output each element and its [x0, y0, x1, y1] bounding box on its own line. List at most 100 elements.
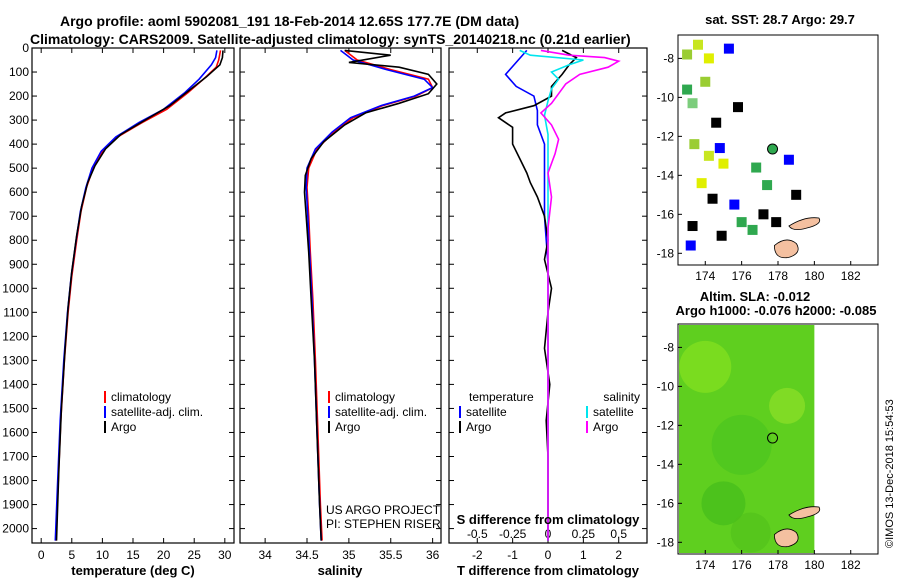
y-tick-label: 700: [9, 209, 29, 223]
map-y-tick-label: -14: [657, 168, 675, 182]
sst-cell: [758, 209, 769, 220]
x-tick-label: 0: [545, 548, 552, 562]
salinity-legend: climatology satellite-adj. clim. Argo: [328, 390, 427, 434]
sst-cell: [703, 53, 714, 64]
sst-cell: [762, 180, 773, 191]
x-tick-label: 34: [258, 548, 272, 562]
salinity-plot-frame: [239, 47, 442, 544]
difference-xlabel-salinity: S difference from climatology: [457, 512, 641, 527]
sst-cell: [711, 117, 722, 128]
x-tick-label: 36: [426, 548, 440, 562]
legend-label-t-argo: Argo: [466, 420, 492, 434]
sst-cell: [714, 143, 725, 154]
map-y-tick-label: -8: [663, 51, 674, 65]
x-tick-label: 35: [342, 548, 356, 562]
sla-anomaly-blob: [730, 512, 771, 553]
series-line-argo: [55, 50, 224, 541]
x-tick-label: 1: [580, 548, 587, 562]
sst-cell: [687, 221, 698, 232]
sst-cell: [682, 84, 693, 95]
y-tick-label: 1800: [2, 474, 29, 488]
y-tick-label: 1300: [2, 353, 29, 367]
series-line-s-argo: [539, 49, 621, 541]
map-x-tick-label: 182: [841, 269, 861, 283]
x-tick-label: 5: [68, 548, 75, 562]
difference-xlabel: T difference from climatology: [457, 563, 640, 578]
map-y-tick-label: -18: [657, 535, 675, 549]
temperature-plot-frame: [31, 47, 235, 544]
sst-cell: [693, 39, 703, 50]
argo-profile-marker: [767, 143, 779, 155]
y-tick-label: 2000: [2, 522, 29, 536]
y-tick-label: 1600: [2, 425, 29, 439]
sst-cell: [791, 189, 802, 200]
difference-legend-temperature: temperature satellite Argo: [459, 390, 534, 434]
map-y-tick-label: -12: [657, 129, 675, 143]
legend-label-satellite: satellite-adj. clim.: [335, 405, 427, 419]
sst-cell: [783, 154, 794, 165]
sst-cell: [700, 76, 711, 87]
y-tick-label: 1500: [2, 401, 29, 415]
legend-label-satellite: satellite-adj. clim.: [111, 405, 203, 419]
x-tick-label: 20: [157, 548, 171, 562]
sla-anomaly-blob: [769, 387, 806, 424]
legend-swatch-climatology: [328, 391, 330, 403]
legend-swatch-argo: [328, 421, 330, 433]
legend-swatch-satellite: [328, 406, 330, 418]
map-x-tick-label: 180: [804, 269, 824, 283]
temperature-panel: 0100200300400500600700800900100011001200…: [2, 41, 235, 562]
sst-cell: [747, 224, 758, 235]
sst-cell: [707, 193, 718, 204]
sla-anomaly-blob: [711, 414, 772, 475]
y-tick-label: 600: [9, 185, 29, 199]
map-x-tick-label: 174: [695, 269, 715, 283]
legend-swatch-argo: [104, 421, 106, 433]
legend-label-climatology: climatology: [111, 390, 171, 404]
legend-label-s-satellite: satellite: [593, 405, 634, 419]
map-y-tick-label: -10: [657, 379, 675, 393]
map-y-tick-label: -12: [657, 418, 675, 432]
y-tick-label: 300: [9, 113, 29, 127]
y-tick-label: 400: [9, 137, 29, 151]
legend-swatch-satellite: [104, 406, 106, 418]
map-x-tick-label: 174: [695, 558, 715, 572]
map-y-tick-label: -10: [657, 90, 675, 104]
x-tick-label: 2: [615, 548, 622, 562]
y-tick-label: 200: [9, 89, 29, 103]
x2-tick-label: -0.25: [499, 527, 527, 541]
sst-cell: [687, 98, 698, 109]
x2-tick-label: 0.25: [572, 527, 596, 541]
x2-tick-label: -0.5: [467, 527, 488, 541]
sst-cell: [682, 49, 693, 60]
temperature-legend: climatology satellite-adj. clim. Argo: [104, 390, 203, 434]
y-tick-label: 1000: [2, 281, 29, 295]
map-bottom-title1: Altim. SLA: -0.012: [700, 289, 811, 304]
x-tick-label: -1: [507, 548, 518, 562]
map-x-tick-label: 182: [841, 558, 861, 572]
map-x-tick-label: 176: [732, 269, 752, 283]
difference-panel: -2 -1 0 1 2-0.5 -0.25 0 0.25 0.5: [448, 47, 648, 562]
legend-swatch-s-argo: [586, 421, 588, 433]
map-x-tick-label: 180: [804, 558, 824, 572]
salinity-xlabel: salinity: [318, 563, 364, 578]
x-tick-label: 35.5: [379, 548, 403, 562]
fiji-vanua-levu: [788, 217, 821, 231]
sst-cell: [771, 217, 782, 228]
imos-timestamp: ©IMOS 13-Dec-2018 15:54:53: [884, 399, 896, 548]
credit-project: US ARGO PROJECT: [326, 503, 441, 517]
fiji-viti-levu: [773, 239, 799, 259]
sst-cell: [733, 102, 743, 113]
x-tick-label: 15: [126, 548, 140, 562]
sst-cell: [685, 240, 696, 251]
y-tick-label: 1900: [2, 498, 29, 512]
sst-cell: [729, 199, 740, 210]
sst-cell: [716, 230, 727, 241]
sst-map-frame: [677, 34, 879, 266]
series-line-satellite-adj-clim-: [305, 49, 434, 541]
series-line-t-satellite: [504, 49, 549, 541]
figure-title-line2: Climatology: CARS2009. Satellite-adjuste…: [30, 31, 631, 47]
sla-anomaly-blob: [701, 481, 746, 526]
fiji-vanua-levu: [788, 506, 821, 520]
x2-tick-label: 0.5: [610, 527, 627, 541]
series-line-satellite-adj-clim-: [54, 50, 218, 541]
